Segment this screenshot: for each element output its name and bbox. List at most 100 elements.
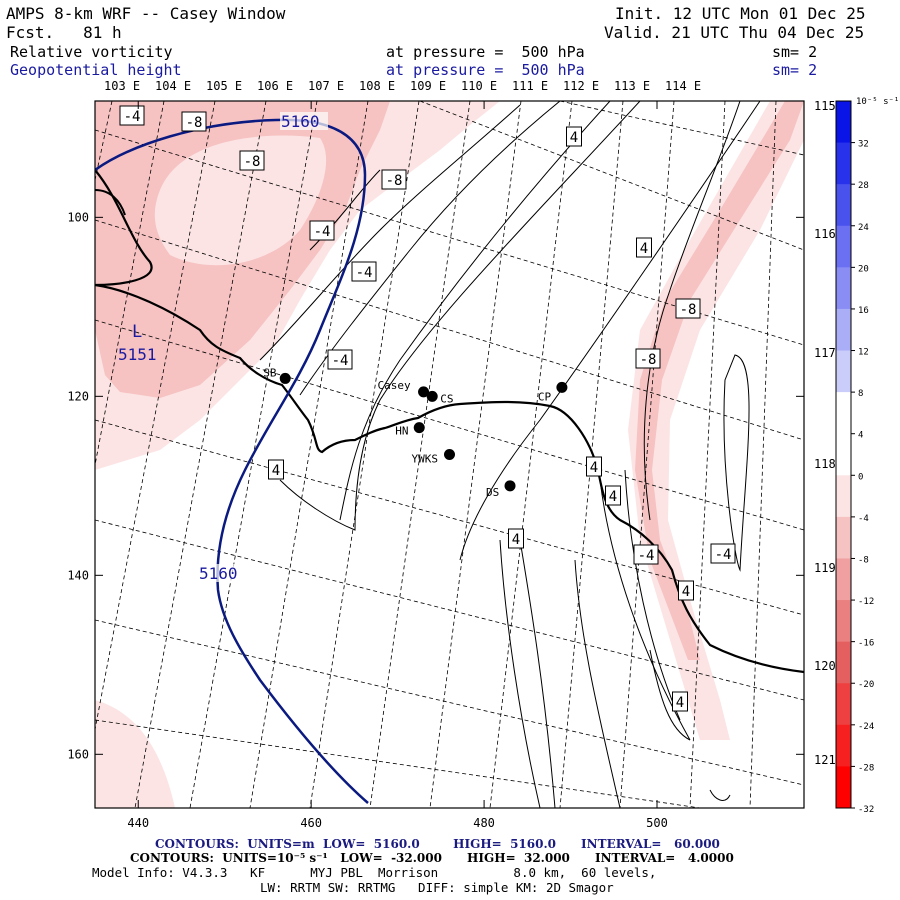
height-contour — [95, 118, 369, 804]
y-tick-label: 140 — [67, 568, 89, 582]
x-tick-label: 500 — [646, 816, 668, 830]
vorticity-label: -4 — [119, 105, 145, 126]
right-lon-label: 116 E — [814, 227, 850, 241]
right-lon-label: 115 E — [814, 99, 850, 113]
y-tick-label: 160 — [67, 747, 89, 761]
vorticity-label: -4 — [633, 544, 659, 565]
map-frame — [94, 100, 805, 809]
vorticity-label: -8 — [239, 150, 265, 171]
station-casey: Casey — [378, 379, 430, 398]
svg-text:-4: -4 — [314, 224, 331, 240]
svg-text:4: 4 — [512, 532, 520, 548]
right-lon-label: 117 E — [814, 346, 850, 360]
valid-time: Valid. 21 UTC Thu 04 Dec 25 — [604, 23, 865, 42]
svg-text:4: 4 — [640, 241, 648, 257]
right-longitude-labels: 115 E 116 E 117 E 118 E 119 E 120 E 121 E — [814, 99, 850, 767]
field1-name: Relative vorticity — [10, 43, 173, 61]
top-longitude-labels: 103 E 104 E 105 E 106 E 107 E 108 E 109 E 110 E… — [104, 79, 701, 93]
vorticity-shade-nw-core — [154, 135, 327, 266]
coastline-west — [95, 189, 126, 216]
top-lon-label: 114 E — [665, 79, 701, 93]
x-tick-label: 480 — [473, 816, 495, 830]
station-ywks: YWKS — [412, 449, 455, 466]
vorticity-label: 4 — [605, 485, 621, 506]
station-hn: HN — [395, 422, 425, 438]
vorticity-label: -4 — [351, 261, 377, 282]
top-lon-label: 106 E — [257, 79, 293, 93]
vorticity-label: -8 — [181, 111, 207, 132]
svg-text:-4: -4 — [638, 548, 655, 564]
svg-text:5160: 5160 — [281, 112, 320, 131]
top-lon-label: 108 E — [359, 79, 395, 93]
vorticity-label: 4 — [508, 528, 524, 549]
svg-text:4: 4 — [676, 695, 684, 711]
station-label: SB — [263, 366, 277, 379]
svg-text:-8: -8 — [386, 173, 403, 189]
forecast-hour: Fcst. 81 h — [6, 23, 122, 42]
coastline — [95, 169, 804, 674]
field2-level: at pressure = 500 hPa — [386, 61, 585, 79]
top-lon-label: 107 E — [308, 79, 344, 93]
right-lon-label: 119 E — [814, 561, 850, 575]
height-label-south: 5160 — [198, 564, 246, 583]
y-tick-label: 100 — [67, 210, 89, 224]
vorticity-label: -4 — [309, 220, 335, 241]
low-center-label: L — [132, 322, 142, 342]
station-label: YWKS — [412, 453, 439, 466]
right-lon-label: 120 E — [814, 659, 850, 673]
vorticity-label: 4 — [672, 691, 688, 712]
top-lon-label: 112 E — [563, 79, 599, 93]
vorticity-label: 4 — [636, 237, 652, 258]
field2-smoothing: sm= 2 — [772, 61, 818, 79]
vorticity-label: -8 — [381, 169, 407, 190]
vorticity-contour-info: CONTOURS: UNITS=10⁻⁵ s⁻¹ LOW= -32.000 HI… — [130, 851, 734, 865]
svg-text:-8: -8 — [680, 302, 697, 318]
svg-text:-4: -4 — [332, 353, 349, 369]
top-lon-label: 111 E — [512, 79, 548, 93]
svg-text:-4: -4 — [124, 109, 141, 125]
top-lon-label: 110 E — [461, 79, 497, 93]
station-label: CP — [538, 390, 552, 403]
top-lon-label: 104 E — [155, 79, 191, 93]
svg-text:-8: -8 — [640, 352, 657, 368]
height-label-north: 5160 — [280, 112, 328, 131]
x-tick-label: 460 — [300, 816, 322, 830]
svg-text:4: 4 — [272, 463, 280, 479]
top-lon-label: 113 E — [614, 79, 650, 93]
init-time: Init. 12 UTC Mon 01 Dec 25 — [615, 4, 866, 23]
vorticity-label: -4 — [327, 349, 353, 370]
low-center-value: 5151 — [118, 345, 157, 364]
station-cs: CS — [426, 390, 453, 405]
vorticity-label: 4 — [678, 580, 694, 601]
vorticity-label: 4 — [566, 126, 582, 147]
station-label: HN — [395, 425, 408, 438]
svg-text:4: 4 — [682, 584, 690, 600]
vorticity-shade-sw — [95, 700, 175, 808]
y-tick-label: 120 — [67, 389, 89, 403]
svg-text:4: 4 — [570, 130, 578, 146]
height-contour-info: CONTOURS: UNITS=m LOW= 5160.0 HIGH= 5160… — [155, 837, 720, 851]
station-label: CS — [440, 392, 453, 405]
vorticity-label: 4 — [586, 456, 602, 477]
plot-title: AMPS 8-km WRF -- Casey Window — [6, 4, 286, 23]
x-tick-label: 440 — [127, 816, 149, 830]
station-sb: SB — [263, 366, 291, 384]
station-label: DS — [486, 486, 499, 499]
svg-text:4: 4 — [590, 460, 598, 476]
field1-smoothing: sm= 2 — [772, 43, 818, 61]
station-cp: CP — [538, 381, 568, 403]
station-label: Casey — [378, 379, 411, 392]
right-lon-label: 118 E — [814, 457, 850, 471]
field2-name: Geopotential height — [10, 61, 182, 79]
model-info: Model Info: V4.3.3 KF MYJ PBL Morrison 8… — [92, 865, 657, 880]
top-lon-label: 103 E — [104, 79, 140, 93]
svg-text:5160: 5160 — [199, 564, 238, 583]
vorticity-label: -4 — [710, 543, 736, 564]
svg-text:4: 4 — [609, 489, 617, 505]
vorticity-label: 4 — [268, 459, 284, 480]
svg-text:-4: -4 — [715, 547, 732, 563]
vorticity-label: -8 — [635, 348, 661, 369]
top-lon-label: 105 E — [206, 79, 242, 93]
